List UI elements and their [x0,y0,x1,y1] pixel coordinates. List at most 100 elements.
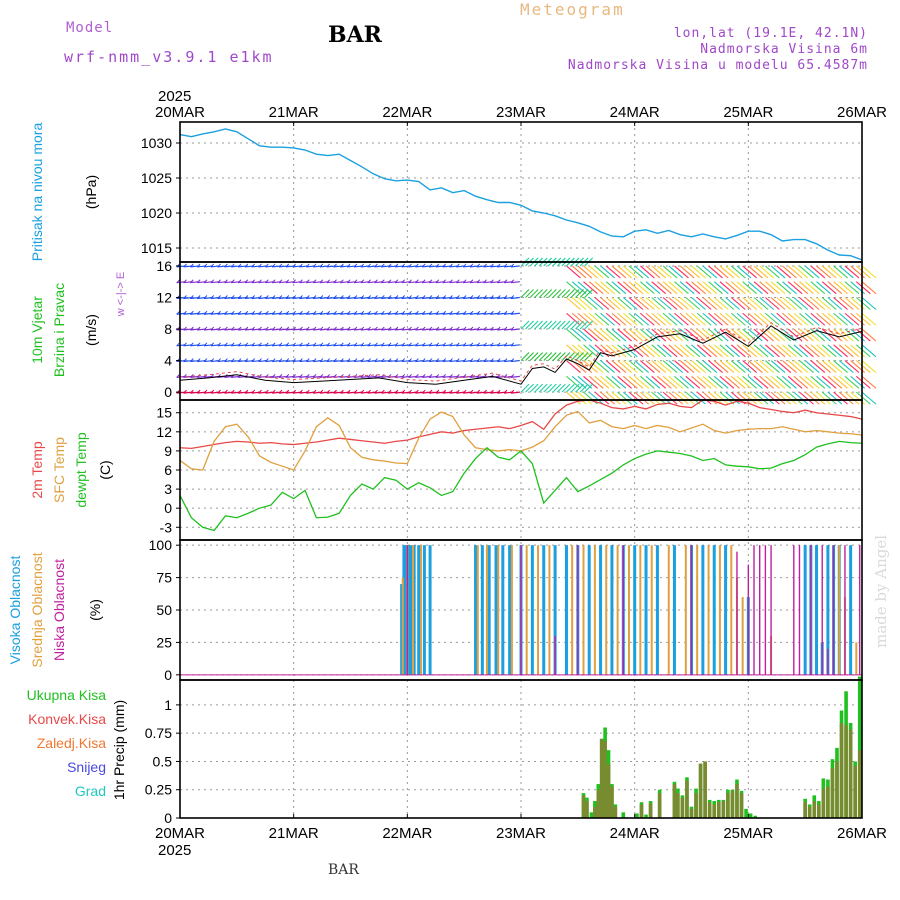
wind-barb [776,344,792,358]
wind-barb-head [210,310,215,315]
wind-barb-head [271,295,276,299]
wind-barb [679,391,695,405]
wind-barb [583,281,598,295]
pressure-unit: (hPa) [83,175,99,209]
wind-barb [821,360,837,373]
wind-barb [543,383,553,393]
wind-barb-head [340,389,344,394]
wind-barb [844,281,860,295]
cloud-mid-bar [718,545,721,675]
wind-barb-head [285,295,290,299]
wind-barb [510,312,520,315]
wind-barb [575,352,584,361]
wind-barb [639,344,655,358]
wind-barb-head [503,358,508,362]
wind-barb-head [189,373,194,378]
wind-barb-head [421,310,426,315]
wind-barb-head [401,342,406,347]
wind-barb [651,312,667,326]
wind-barb [776,375,792,389]
wind-barb-head [476,389,481,394]
wind-barb-head [374,326,378,331]
wind-barb [605,344,621,358]
wind-barb [702,281,718,295]
wind-barb [691,328,706,342]
cloud-high-bar [815,545,819,675]
wind-barb [529,383,539,393]
wind-barb-head [278,279,283,284]
wind-barb [571,265,587,279]
cloud-high-bar [508,545,512,675]
pressure-ylabel: Pritisak na nivou mora [29,123,45,262]
wind-barb-head [401,326,406,331]
wind-barb [855,297,871,310]
wind-barb [628,360,644,373]
wind-barb [770,360,786,373]
wind-barb [651,328,667,342]
precip-convective-bar [807,806,812,818]
wind-barb-head [455,279,460,284]
wind-barb-head [278,263,283,268]
y-tick-label: 6 [164,462,172,478]
cloud-mid-bar [412,545,415,675]
cloud-low-bar [832,545,835,675]
wind-barb-head [442,279,447,284]
cloud-mid-bar [707,545,710,675]
wind-barb [765,265,780,279]
wind-barb [639,265,655,279]
wind-barb [753,297,769,310]
wind-barb [575,383,584,393]
wind-barb-head [387,358,392,362]
wind-barb [702,265,718,279]
wind-barb-head [264,358,269,362]
wind-barb-head [326,342,331,347]
wind-barb-head [408,310,412,315]
wind-barb [827,360,843,373]
precip-convective-bar [680,797,685,818]
wind-barb [713,328,729,342]
wind-barb-head [428,358,433,362]
wind-barb-head [374,373,378,378]
wind-barb-head [360,310,365,315]
wind-barb-head [319,279,324,284]
wind-barb-head [258,358,262,362]
wind-barb-head [333,373,337,378]
wind-barb-head [271,373,276,378]
wind-barb-head [230,358,235,362]
wind-barb [713,312,729,326]
precip-convective-bar [712,804,717,818]
wind-barb [547,383,557,393]
wind-barb [611,312,627,326]
wind-barb-head [380,295,385,299]
wind-barb [844,297,860,310]
wind-barb [691,360,706,373]
wind-barb [605,265,621,279]
cloud-low-bar [827,648,829,675]
wind-barb-head [264,310,269,315]
wind-barb [787,360,803,373]
precip-legend-item: Konvek.Kisa [28,711,106,727]
wind-barb [838,344,854,358]
wind-barb-head [244,295,249,299]
wind-barb-head [189,342,194,347]
wind-barb [611,265,627,279]
x-tick-label-top: 25MAR [723,104,773,121]
wind-barb-head [271,263,276,268]
cloud-mid-bar [855,642,858,675]
model-elevation: Nadmorska Visina u modelu 65.4587m [567,58,868,73]
wind-barb-head [455,310,460,315]
wind-barb [645,344,661,358]
wind-barb-head [305,358,310,362]
wind-barb-head [326,295,331,299]
wind-barb-head [353,389,358,394]
wind-barb [844,265,860,279]
wind-barb [583,360,598,373]
wind-barb [645,375,661,389]
temp-sfc-ylabel: SFC Temp [51,437,67,503]
wind-barb [765,360,780,373]
wind-barb-head [189,358,194,362]
wind-barb [577,297,593,310]
cloud-high-bar [826,545,830,675]
cloud-low-bar [759,545,761,675]
wind-barb [691,344,706,358]
